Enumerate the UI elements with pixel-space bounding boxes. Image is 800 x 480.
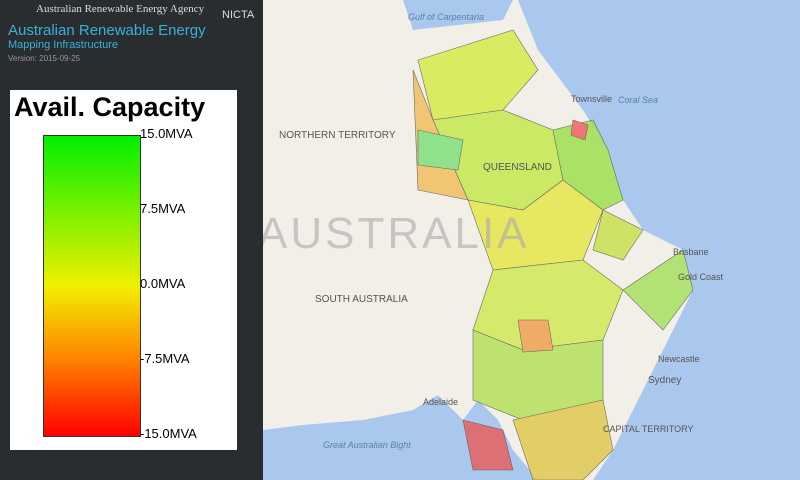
legend: Avail. Capacity 15.0MVA 7.5MVA 0.0MVA -7… xyxy=(10,90,237,450)
legend-tick: 0.0MVA xyxy=(140,276,186,291)
regions xyxy=(412,29,694,480)
version: Version: 2015-09-25 xyxy=(8,54,81,63)
color-bar xyxy=(43,135,141,437)
legend-tick: 7.5MVA xyxy=(140,201,186,216)
map-label: Townsville xyxy=(571,94,612,104)
side-panel: Australian Renewable Energy Agency NICTA… xyxy=(0,0,263,480)
partner-name: NICTA xyxy=(222,9,255,21)
legend-tick: 15.0MVA xyxy=(140,126,193,141)
map-label: NORTHERN TERRITORY xyxy=(279,130,396,141)
map-label: Coral Sea xyxy=(618,95,658,105)
agency-name: Australian Renewable Energy Agency xyxy=(36,3,205,15)
app-title: Australian Renewable Energy xyxy=(8,22,206,39)
map-label: AUSTRALIA xyxy=(263,209,530,258)
map-label: CAPITAL TERRITORY xyxy=(603,424,694,434)
map: Gulf of Carpentaria Coral Sea Townsville… xyxy=(263,0,800,480)
map-label: Gulf of Carpentaria xyxy=(408,12,484,22)
map-label: Adelaide xyxy=(423,397,458,407)
map-label: QUEENSLAND xyxy=(483,162,552,173)
map-label: Great Australian Bight xyxy=(323,440,411,450)
map-label: Brisbane xyxy=(673,247,709,257)
legend-tick: -15.0MVA xyxy=(140,426,197,441)
legend-tick: -7.5MVA xyxy=(140,351,190,366)
map-label: Newcastle xyxy=(658,354,700,364)
app-subtitle: Mapping Infrastructure xyxy=(8,39,119,51)
map-label: Sydney xyxy=(648,375,681,386)
legend-title: Avail. Capacity xyxy=(14,92,206,122)
map-label: SOUTH AUSTRALIA xyxy=(315,294,408,305)
map-label: Gold Coast xyxy=(678,272,724,282)
